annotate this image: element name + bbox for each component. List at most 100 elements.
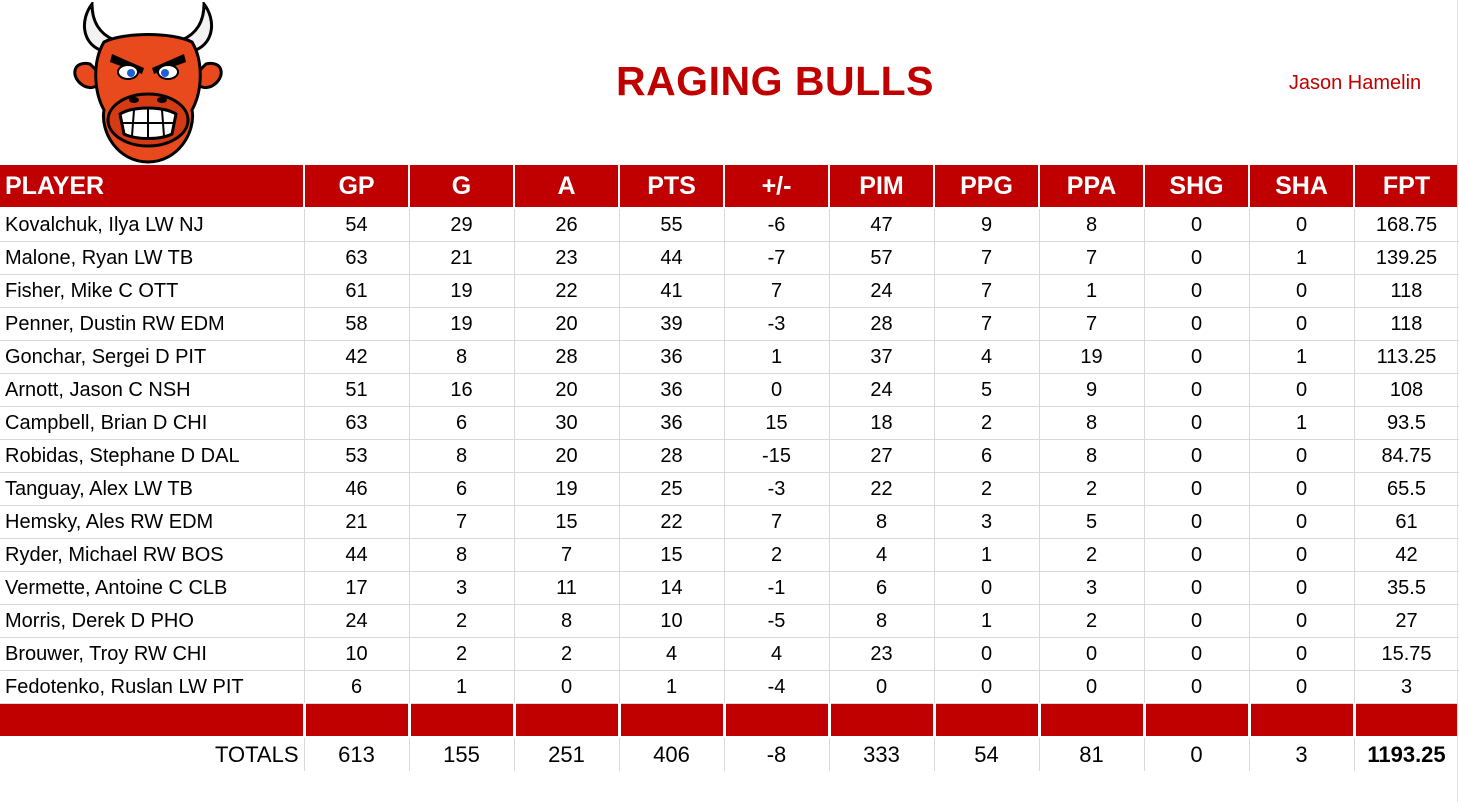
spacer-row [0, 703, 1459, 738]
stat-cell: 7 [1039, 241, 1145, 275]
table-row: Ryder, Michael RW BOS 44 8 7 15 2 4 1 2 0 0 42 [0, 538, 1459, 572]
stat-cell: 2 [1039, 472, 1145, 506]
player-name-cell: Penner, Dustin RW EDM [0, 307, 305, 341]
totals-label: TOTALS [0, 737, 305, 771]
stat-cell: 0 [1144, 274, 1250, 308]
player-name-cell: Brouwer, Troy RW CHI [0, 637, 305, 671]
stat-cell: 47 [829, 208, 935, 242]
stat-cell: 1 [619, 670, 725, 704]
stat-cell: 20 [514, 373, 620, 407]
stat-cell: 118 [1354, 307, 1459, 341]
spacer-cell [1039, 703, 1146, 738]
player-stats-table: PLAYER GP G A PTS +/- PIM PPG PPA SHG SHA FPT Koval… [0, 165, 1459, 771]
stat-cell: 7 [514, 538, 620, 572]
stat-cell: 19 [1039, 340, 1145, 374]
stat-cell: 9 [1039, 373, 1145, 407]
stat-cell: 8 [514, 604, 620, 638]
stat-cell: 26 [514, 208, 620, 242]
stat-cell: 0 [1144, 472, 1250, 506]
stat-cell: 0 [1144, 406, 1250, 440]
column-header: +/- [724, 165, 830, 209]
totals-cell: 3 [1249, 737, 1355, 771]
totals-cell: 0 [1144, 737, 1250, 771]
stat-cell: 25 [619, 472, 725, 506]
stat-cell: 0 [1144, 538, 1250, 572]
stat-cell: 27 [829, 439, 935, 473]
stat-cell: 65.5 [1354, 472, 1459, 506]
table-row: Hemsky, Ales RW EDM 21 7 15 22 7 8 3 5 0 0 61 [0, 505, 1459, 539]
stat-cell: 84.75 [1354, 439, 1459, 473]
stat-cell: 58 [304, 307, 410, 341]
player-name-cell: Fedotenko, Ruslan LW PIT [0, 670, 305, 704]
stat-cell: -7 [724, 241, 830, 275]
stat-cell: 8 [1039, 406, 1145, 440]
totals-cell: -8 [724, 737, 830, 771]
totals-cell: 155 [409, 737, 515, 771]
stat-cell: 11 [514, 571, 620, 605]
stat-cell: 1 [934, 538, 1040, 572]
table-row: Arnott, Jason C NSH 51 16 20 36 0 24 5 9 0 0 108 [0, 373, 1459, 407]
stat-cell: 39 [619, 307, 725, 341]
stat-cell: 0 [1249, 604, 1355, 638]
stat-cell: 44 [619, 241, 725, 275]
stat-cell: 6 [304, 670, 410, 704]
stat-cell: 6 [829, 571, 935, 605]
stat-cell: 0 [514, 670, 620, 704]
column-header: PIM [829, 165, 935, 209]
stat-cell: 42 [1354, 538, 1459, 572]
stat-cell: 17 [304, 571, 410, 605]
player-name-cell: Morris, Derek D PHO [0, 604, 305, 638]
stat-cell: 54 [304, 208, 410, 242]
stat-cell: 7 [724, 274, 830, 308]
stat-cell: 27 [1354, 604, 1459, 638]
stat-cell: 1 [1039, 274, 1145, 308]
player-name-cell: Tanguay, Alex LW TB [0, 472, 305, 506]
stat-cell: 21 [409, 241, 515, 275]
stat-cell: 28 [514, 340, 620, 374]
stat-cell: 55 [619, 208, 725, 242]
spacer-cell [1354, 703, 1459, 738]
stat-cell: 2 [934, 472, 1040, 506]
stat-cell: 57 [829, 241, 935, 275]
column-header: PPA [1039, 165, 1145, 209]
stat-cell: 0 [1039, 670, 1145, 704]
stat-cell: -4 [724, 670, 830, 704]
stat-cell: 7 [409, 505, 515, 539]
stat-cell: 24 [829, 373, 935, 407]
stat-cell: 61 [304, 274, 410, 308]
column-header: PLAYER [0, 165, 305, 209]
header-row: PLAYER GP G A PTS +/- PIM PPG PPA SHG SHA FPT [0, 165, 1459, 209]
stat-cell: 8 [829, 505, 935, 539]
stat-cell: 4 [934, 340, 1040, 374]
bull-head-icon [73, 0, 223, 164]
stat-cell: 36 [619, 340, 725, 374]
player-name-cell: Campbell, Brian D CHI [0, 406, 305, 440]
stat-cell: 168.75 [1354, 208, 1459, 242]
column-header: FPT [1354, 165, 1459, 209]
stat-cell: 0 [1144, 439, 1250, 473]
stat-cell: 3 [934, 505, 1040, 539]
stat-cell: 1 [1249, 241, 1355, 275]
stat-cell: 0 [724, 373, 830, 407]
stat-cell: 3 [409, 571, 515, 605]
stat-cell: 6 [409, 472, 515, 506]
stat-cell: 20 [514, 307, 620, 341]
stat-cell: 42 [304, 340, 410, 374]
stat-cell: 3 [1354, 670, 1459, 704]
stat-cell: 14 [619, 571, 725, 605]
column-header: GP [304, 165, 410, 209]
stat-cell: 21 [304, 505, 410, 539]
stat-cell: 63 [304, 406, 410, 440]
stat-cell: 37 [829, 340, 935, 374]
stat-cell: 8 [829, 604, 935, 638]
stat-cell: 19 [409, 307, 515, 341]
stat-cell: 0 [1249, 373, 1355, 407]
stat-cell: 2 [724, 538, 830, 572]
stat-cell: 8 [1039, 439, 1145, 473]
team-name: RAGING BULLS [615, 58, 935, 104]
stat-cell: 16 [409, 373, 515, 407]
stat-cell: 23 [514, 241, 620, 275]
stat-cell: 29 [409, 208, 515, 242]
totals-cell: 406 [619, 737, 725, 771]
stat-cell: 2 [409, 604, 515, 638]
